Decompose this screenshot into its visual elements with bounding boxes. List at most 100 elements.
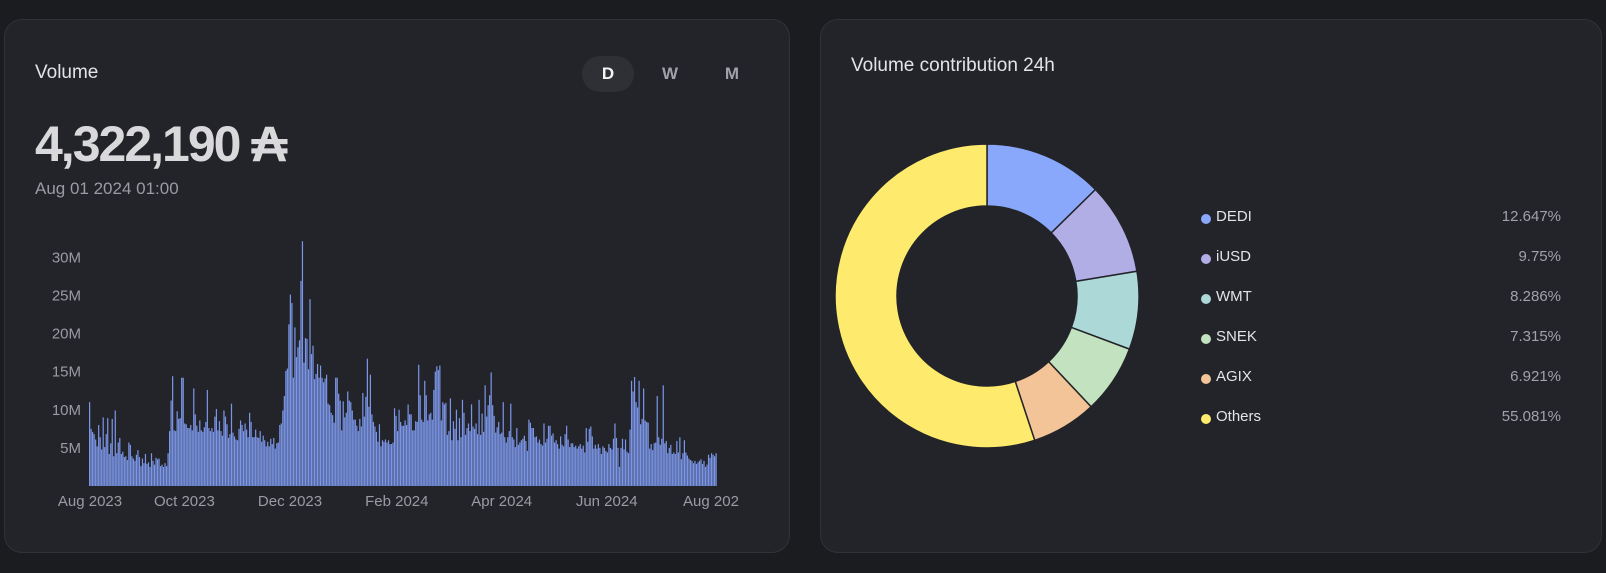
volume-bar[interactable] bbox=[573, 447, 575, 486]
volume-bar[interactable] bbox=[105, 434, 107, 486]
legend-item-wmt[interactable]: WMT 8.286% bbox=[1201, 285, 1561, 325]
volume-bar[interactable] bbox=[602, 446, 604, 486]
volume-bar[interactable] bbox=[694, 460, 696, 486]
volume-bar[interactable] bbox=[350, 402, 352, 487]
volume-bar[interactable] bbox=[398, 409, 400, 486]
volume-bar[interactable] bbox=[662, 385, 664, 486]
volume-bar[interactable] bbox=[623, 449, 625, 486]
volume-bar[interactable] bbox=[499, 434, 501, 486]
volume-bar[interactable] bbox=[108, 453, 110, 486]
volume-bar[interactable] bbox=[579, 444, 581, 486]
volume-bar[interactable] bbox=[646, 421, 648, 486]
volume-bar[interactable] bbox=[572, 443, 574, 486]
volume-bar[interactable] bbox=[239, 420, 242, 486]
volume-bar[interactable] bbox=[671, 453, 673, 486]
volume-bar[interactable] bbox=[522, 438, 524, 486]
volume-bar[interactable] bbox=[584, 452, 586, 486]
volume-bar[interactable] bbox=[707, 454, 710, 486]
volume-bar[interactable] bbox=[514, 447, 516, 486]
volume-bar[interactable] bbox=[114, 410, 116, 486]
volume-bar[interactable] bbox=[342, 401, 344, 486]
volume-bar[interactable] bbox=[282, 410, 284, 486]
volume-bar[interactable] bbox=[630, 380, 633, 486]
volume-bar[interactable] bbox=[132, 458, 134, 486]
volume-bar[interactable] bbox=[404, 420, 406, 486]
volume-bar[interactable] bbox=[319, 365, 322, 486]
volume-bar[interactable] bbox=[223, 410, 225, 486]
volume-bar[interactable] bbox=[366, 358, 368, 486]
volume-bar[interactable] bbox=[466, 428, 468, 486]
volume-bar[interactable] bbox=[341, 430, 343, 486]
volume-bar[interactable] bbox=[679, 437, 681, 486]
volume-bar[interactable] bbox=[153, 464, 156, 486]
volume-bar[interactable] bbox=[440, 420, 442, 486]
volume-bar[interactable] bbox=[688, 458, 690, 486]
volume-bar[interactable] bbox=[516, 428, 518, 486]
volume-bar[interactable] bbox=[150, 453, 153, 486]
volume-bar[interactable] bbox=[310, 354, 313, 486]
volume-bar[interactable] bbox=[369, 374, 371, 486]
volume-bar[interactable] bbox=[212, 431, 214, 486]
volume-bar[interactable] bbox=[236, 440, 239, 486]
volume-bar[interactable] bbox=[165, 466, 168, 486]
volume-bar[interactable] bbox=[347, 391, 349, 486]
volume-bar[interactable] bbox=[399, 421, 402, 486]
volume-bar[interactable] bbox=[188, 428, 190, 486]
volume-bar[interactable] bbox=[407, 404, 409, 486]
volume-bar[interactable] bbox=[547, 425, 550, 486]
volume-bar[interactable] bbox=[556, 444, 559, 486]
volume-bar[interactable] bbox=[436, 366, 438, 486]
volume-bar[interactable] bbox=[147, 462, 150, 486]
volume-bar[interactable] bbox=[531, 428, 533, 486]
volume-bar[interactable] bbox=[390, 444, 393, 486]
volume-bar[interactable] bbox=[197, 431, 199, 486]
volume-bar[interactable] bbox=[469, 431, 471, 486]
volume-bar[interactable] bbox=[289, 294, 291, 486]
volume-bar[interactable] bbox=[288, 324, 290, 486]
volume-bar[interactable] bbox=[196, 425, 198, 486]
volume-bar[interactable] bbox=[439, 365, 441, 486]
volume-bar[interactable] bbox=[119, 437, 121, 486]
volume-bar[interactable] bbox=[178, 418, 180, 486]
volume-bar[interactable] bbox=[534, 437, 536, 486]
volume-bar[interactable] bbox=[484, 385, 486, 486]
volume-bar[interactable] bbox=[549, 425, 551, 486]
volume-bar[interactable] bbox=[594, 444, 596, 486]
volume-bar[interactable] bbox=[507, 437, 509, 486]
volume-bar[interactable] bbox=[476, 434, 479, 486]
volume-bar[interactable] bbox=[691, 460, 693, 486]
volume-bar[interactable] bbox=[285, 370, 287, 486]
volume-bar[interactable] bbox=[422, 421, 424, 486]
volume-bar[interactable] bbox=[193, 388, 195, 486]
volume-bar[interactable] bbox=[490, 372, 492, 486]
volume-bar[interactable] bbox=[303, 362, 305, 486]
volume-bar[interactable] bbox=[626, 451, 628, 486]
volume-bar[interactable] bbox=[173, 430, 175, 486]
volume-bar[interactable] bbox=[608, 444, 610, 486]
volume-bar[interactable] bbox=[205, 421, 207, 486]
volume-bar[interactable] bbox=[481, 413, 483, 486]
volume-bar[interactable] bbox=[685, 452, 687, 486]
volume-bar[interactable] bbox=[525, 441, 527, 486]
toggle-week-button[interactable]: W bbox=[661, 64, 679, 83]
volume-bar[interactable] bbox=[209, 431, 211, 486]
volume-bar[interactable] bbox=[271, 444, 273, 486]
volume-bar[interactable] bbox=[318, 377, 320, 486]
volume-bar[interactable] bbox=[322, 382, 325, 486]
volume-bar[interactable] bbox=[644, 420, 646, 486]
volume-bar[interactable] bbox=[425, 395, 427, 486]
volume-bar[interactable] bbox=[612, 438, 615, 486]
volume-bar[interactable] bbox=[268, 446, 270, 486]
volume-bar[interactable] bbox=[161, 464, 163, 486]
volume-bar[interactable] bbox=[95, 439, 97, 486]
volume-bar[interactable] bbox=[187, 428, 189, 486]
volume-bar[interactable] bbox=[667, 453, 669, 486]
volume-bar[interactable] bbox=[131, 456, 133, 486]
volume-bar[interactable] bbox=[431, 419, 433, 486]
volume-bar[interactable] bbox=[658, 437, 660, 486]
volume-bar[interactable] bbox=[502, 402, 504, 487]
volume-bar[interactable] bbox=[326, 374, 328, 486]
volume-bar[interactable] bbox=[389, 444, 391, 486]
volume-bar[interactable] bbox=[297, 347, 299, 486]
volume-bar[interactable] bbox=[353, 419, 355, 486]
